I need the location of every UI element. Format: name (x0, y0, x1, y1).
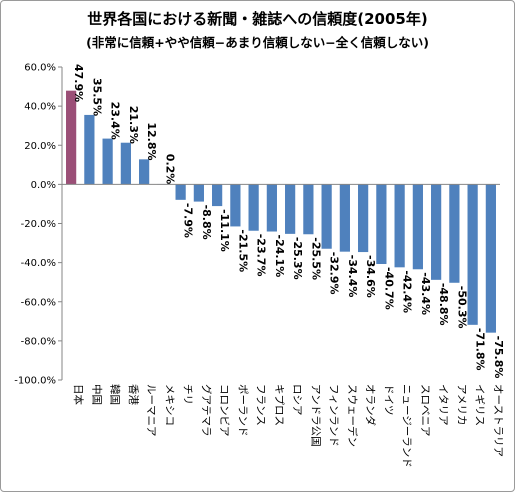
y-tick-label: 40.0% (24, 102, 56, 113)
data-label: -32.9% (328, 252, 341, 295)
data-label: 23.4% (109, 102, 122, 140)
data-label: 12.8% (145, 122, 158, 160)
bar (303, 184, 314, 235)
data-label: -25.3% (291, 237, 304, 280)
x-tick-label: 韓国 (109, 384, 121, 405)
x-tick-label: フランス (255, 384, 267, 426)
y-tick-label: -80.0% (21, 336, 56, 347)
bar (285, 184, 296, 234)
data-label: -42.4% (401, 270, 414, 313)
data-label: -40.7% (382, 267, 395, 310)
x-tick-label: チリ (182, 384, 194, 405)
data-label: -21.5% (236, 229, 249, 272)
data-label: -7.9% (182, 203, 195, 238)
bar (376, 184, 387, 264)
data-label: 47.9% (72, 64, 85, 102)
x-tick-label: フィンランド (328, 384, 340, 447)
data-label: -34.4% (346, 255, 359, 298)
data-label: -34.6% (364, 255, 377, 298)
y-tick-label: -60.0% (21, 297, 56, 308)
bar (467, 184, 478, 325)
bar (358, 184, 369, 253)
bar (175, 184, 186, 200)
data-label: 0.2% (163, 154, 176, 185)
x-tick-label: ロシア (291, 384, 303, 416)
data-label: -48.8% (437, 283, 450, 326)
x-tick-label: ニュージーランド (401, 384, 413, 468)
bar (248, 184, 259, 231)
data-label: 21.3% (127, 106, 140, 144)
data-label: -43.4% (419, 272, 432, 315)
x-tick-label: 中国 (90, 384, 103, 405)
chart-subtitle: (非常に信頼+やや信頼−あまり信頼しない−全く信頼しない) (86, 35, 429, 50)
data-label: -25.5% (309, 237, 322, 280)
x-tick-label: イギリス (474, 384, 486, 426)
bar (230, 184, 241, 227)
y-tick-label: 60.0% (24, 63, 56, 74)
data-label: 35.5% (90, 78, 103, 116)
x-tick-label: グアテマラ (200, 384, 213, 437)
data-label: -23.7% (255, 234, 268, 277)
bar (139, 159, 150, 185)
x-tick-label: アンドラ公国 (309, 384, 321, 447)
x-tick-label: キプロス (273, 384, 285, 426)
data-label: -71.8% (474, 328, 487, 371)
x-tick-label: スウェーデン (346, 384, 359, 447)
x-tick-label: オーストラリア (492, 384, 504, 457)
bar (431, 184, 442, 280)
bar (84, 114, 95, 185)
bar (339, 184, 350, 252)
bar (212, 184, 223, 207)
x-tick-label: アメリカ (455, 384, 467, 425)
data-label: -11.1% (218, 209, 231, 252)
y-tick-label: 20.0% (24, 141, 56, 152)
y-tick-label: -20.0% (21, 219, 56, 230)
x-tick-label: スロベニア (419, 384, 431, 437)
chart-title: 世界各国における新聞・雑誌への信頼度(2005年) (87, 10, 428, 28)
data-label: -24.1% (273, 235, 286, 278)
x-tick-label: ポーランド (236, 384, 248, 437)
x-tick-label: ルーマニア (145, 384, 157, 437)
bar (120, 142, 131, 185)
bar (66, 90, 77, 185)
data-label: -75.8% (492, 336, 505, 379)
x-tick-label: オランダ (364, 384, 377, 426)
data-label: -50.3% (455, 286, 468, 329)
y-tick-label: 0.0% (31, 180, 56, 191)
x-tick-label: イタリア (437, 384, 449, 426)
bar (102, 138, 113, 185)
data-label: -8.8% (200, 205, 213, 240)
bar (321, 184, 332, 249)
y-tick-label: -40.0% (21, 258, 56, 269)
x-tick-label: コロンビア (218, 384, 230, 437)
x-tick-label: ドイツ (382, 384, 394, 416)
x-tick-label: 香港 (127, 384, 139, 405)
y-tick-label: -100.0% (14, 376, 56, 387)
x-tick-label: メキシコ (163, 384, 175, 426)
bar (449, 184, 460, 283)
bar (266, 184, 277, 232)
x-tick-label: 日本 (72, 384, 85, 405)
bar (412, 184, 423, 270)
bar (193, 184, 204, 202)
bar (485, 184, 496, 333)
bar (394, 184, 405, 268)
